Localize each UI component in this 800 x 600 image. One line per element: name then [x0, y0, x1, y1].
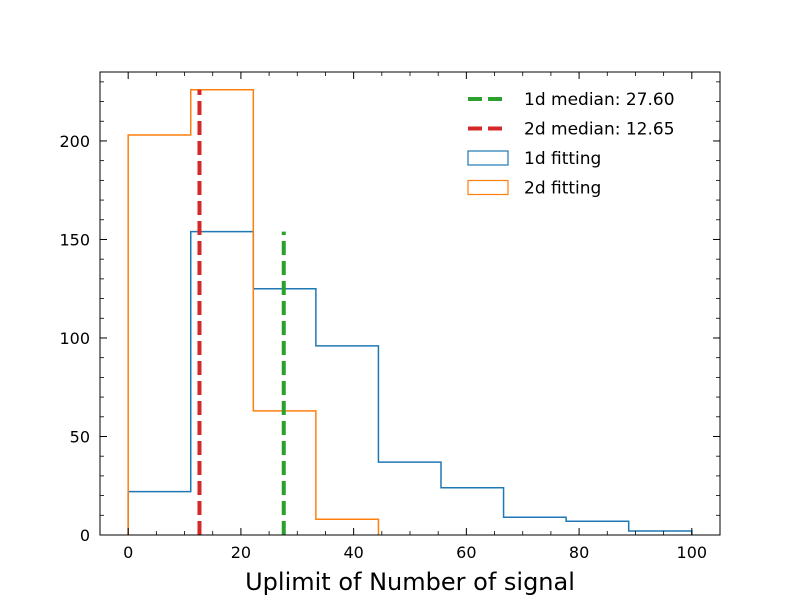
y-tick-label: 50 — [70, 427, 90, 446]
median-lines-layer — [197, 89, 286, 535]
histogram-series-layer — [127, 88, 693, 535]
y-tick-label: 150 — [59, 230, 90, 249]
x-axis-label: Uplimit of Number of signal — [245, 568, 575, 596]
y-tick-label: 100 — [59, 329, 90, 348]
axes-layer: 0 20 40 60 80 100 0 50 100 150 200 — [59, 71, 721, 562]
legend-swatch-box — [467, 179, 509, 196]
x-tick-label: 60 — [456, 543, 476, 562]
legend-label: 2d median: 12.65 — [524, 120, 675, 140]
x-tick-label: 0 — [123, 543, 133, 562]
x-tick-label: 20 — [231, 543, 251, 562]
y-tick-label: 200 — [59, 132, 90, 151]
legend-label: 1d fitting — [524, 149, 601, 169]
histogram-series-1 — [127, 230, 693, 535]
x-tick-label: 100 — [677, 543, 708, 562]
legend-label: 1d median: 27.60 — [524, 90, 675, 110]
x-tick-label: 40 — [343, 543, 363, 562]
legend-label: 2d fitting — [524, 179, 601, 199]
legend: 1d median: 27.60 2d median: 12.65 1d fitti… — [467, 90, 675, 199]
plot-frame — [99, 71, 721, 536]
legend-swatch-box — [467, 150, 509, 166]
histogram-series-2 — [127, 88, 380, 535]
x-tick-label: 80 — [569, 543, 589, 562]
y-tick-label: 0 — [80, 526, 90, 545]
